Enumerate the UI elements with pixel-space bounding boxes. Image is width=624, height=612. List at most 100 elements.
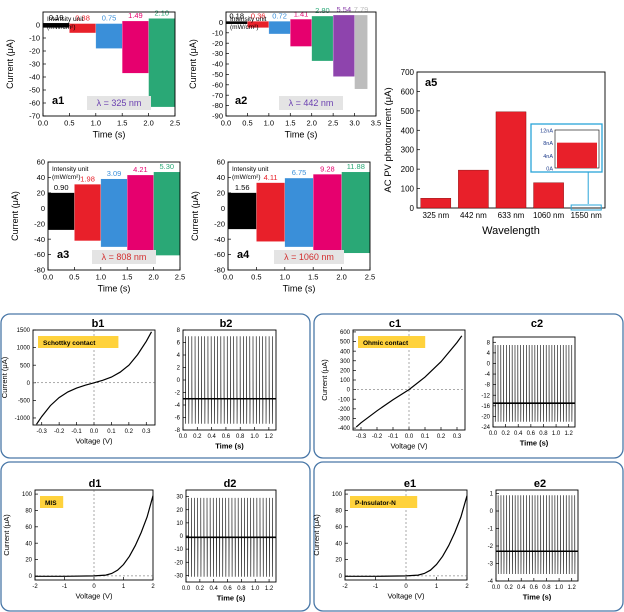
plot-frame	[495, 489, 579, 582]
wavelength-box	[92, 250, 156, 264]
wavelength-annotation: λ = 325 nm	[97, 98, 142, 108]
x-tick-label: 0.0	[182, 586, 191, 592]
x-tick-label: 0.2	[504, 585, 513, 591]
y-tick-label: -20	[214, 219, 225, 228]
wavelength-box	[87, 96, 151, 110]
intensity-unit-label: (mW/cm²)	[52, 174, 81, 181]
y-tick-label: 8	[177, 328, 181, 334]
chart-a1: 0.19 0.38 0.75 1.49 2.10 0.0 0.5 1.0 1.5 2.0 2.5 0 -…	[5, 9, 180, 140]
x-tick-label: 0.6	[527, 431, 536, 437]
y-tick-label: -40	[214, 235, 225, 244]
chart-a3: 0.90 1.98 3.09 4.21 5.30 0.0 0.5 1.0 1.5 2.0 2.5 60…	[10, 158, 185, 294]
x-tick-label: 0.1	[421, 434, 430, 440]
y-tick-label: -10	[174, 547, 183, 553]
y-tick-label: -20	[481, 415, 490, 421]
chart-a4: 1.56 4.11 6.75 9.28 11.88 0.0 0.5 1.0 1.5 2.0 2.5 6…	[190, 158, 375, 294]
y-tick-label: 400	[340, 349, 351, 355]
x-tick-label: 0.0	[223, 273, 233, 282]
y-tick-label: 20	[176, 508, 183, 514]
x-tick-label: 2.5	[175, 273, 185, 282]
x-tick-label: 0.6	[530, 585, 539, 591]
step-bar-0.75	[95, 23, 123, 49]
step-value-label: 0.75	[102, 14, 117, 23]
x-tick-label: 1.5	[308, 273, 318, 282]
y-axis-label: AC PV photocurrent (μA)	[383, 87, 394, 192]
intensity-unit-label: (mW/cm²)	[47, 24, 76, 31]
x-tick-label: 0.0	[405, 434, 414, 440]
b-group-frame	[0, 313, 311, 459]
y-tick-label: 0	[29, 574, 33, 580]
y-tick-label: 1500	[17, 328, 31, 334]
plot-frame	[182, 329, 277, 431]
y-tick-label: 1	[490, 492, 494, 498]
bar-633-nm	[495, 111, 527, 209]
step-value-label: 0.38	[75, 14, 90, 23]
y-tick-label: 0	[36, 21, 40, 30]
y-axis-label: Current (μA)	[5, 39, 15, 89]
y-tick-label: 20	[37, 188, 45, 197]
y-tick-label: -6	[175, 416, 181, 422]
y-tick-label: -200	[338, 407, 351, 413]
plot-frame	[492, 336, 576, 428]
x-tick-label: -1	[373, 584, 379, 590]
y-tick-label: 80	[25, 509, 32, 515]
step-bar-1.98	[74, 184, 101, 241]
y-tick-label: 1000	[17, 346, 31, 352]
y-tick-label: -10	[29, 34, 40, 43]
y-tick-label: -3	[488, 562, 494, 568]
y-tick-label: -4	[175, 403, 181, 409]
y-tick-label: -80	[212, 101, 223, 110]
y-axis-label: Current (μA)	[190, 191, 200, 241]
step-value-label: 1.56	[235, 183, 250, 192]
step-value-label: 3.09	[107, 169, 122, 178]
y-tick-label: 100	[340, 378, 351, 384]
x-axis-label: Voltage (V)	[390, 442, 428, 451]
x-tick-label: 0.0	[38, 119, 48, 128]
step-value-label: 4.11	[264, 173, 278, 182]
x-tick-label: -0.1	[388, 434, 399, 440]
y-tick-label: -40	[212, 60, 223, 69]
bar-442-nm	[458, 169, 489, 209]
y-tick-label: -24	[481, 425, 490, 431]
x-axis-label: Time (s)	[520, 439, 549, 448]
x-tick-label: 2.0	[143, 119, 153, 128]
y-tick-label: -16	[481, 404, 490, 410]
panel-label: a4	[237, 249, 250, 261]
x-tick-label: 3.0	[349, 119, 359, 128]
x-tick-label: 0.2	[193, 434, 202, 440]
step-bar-0.72	[268, 21, 291, 34]
step-value-label: 0.18	[229, 11, 244, 20]
step-value-label: 1.49	[128, 11, 143, 20]
contact-tag-box	[38, 336, 119, 348]
e-group-frame	[313, 461, 624, 612]
x-tick-label: 1.2	[568, 585, 577, 591]
y-tick-label: 60	[37, 158, 45, 167]
inset-y-tick-label: 0A	[546, 167, 553, 173]
y-tick-label: 10	[176, 521, 183, 527]
x-tick-label: 1.0	[251, 586, 260, 592]
y-tick-label: 400	[401, 126, 415, 135]
y-tick-label: 300	[401, 146, 415, 155]
x-category-label: 325 nm	[422, 211, 449, 220]
bar-1060-nm	[533, 182, 564, 209]
y-tick-label: -50	[212, 70, 223, 79]
x-tick-label: 0.8	[539, 431, 548, 437]
x-tick-label: -2	[32, 584, 38, 590]
x-tick-label: 0.0	[489, 431, 498, 437]
y-tick-label: -70	[29, 112, 40, 121]
step-bar-7.79	[354, 15, 368, 89]
x-tick-label: 0.5	[251, 273, 261, 282]
x-tick-label: 1.5	[117, 119, 127, 128]
step-bar-2.10	[148, 18, 175, 107]
y-tick-label: -80	[34, 266, 45, 275]
bar-325-nm	[420, 198, 452, 209]
x-tick-label: 1.0	[552, 431, 561, 437]
chart-c1: -0.3 -0.2 -0.1 0.0 0.1 0.2 0.3 600 500 400 300 200 1…	[320, 318, 466, 451]
x-tick-label: 0.6	[222, 434, 231, 440]
y-tick-label: 500	[340, 340, 351, 346]
x-tick-label: 2.5	[365, 273, 375, 282]
y-axis-label: Current (μA)	[10, 191, 20, 241]
y-tick-label: 0	[177, 378, 181, 384]
y-tick-label: 30	[176, 495, 183, 501]
y-tick-label: 8	[487, 340, 491, 346]
